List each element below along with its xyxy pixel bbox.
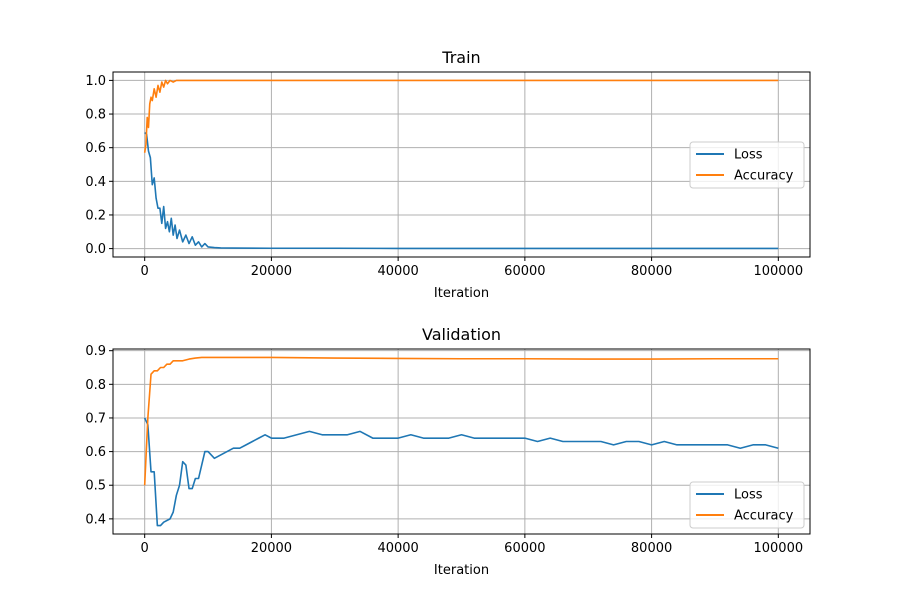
train-y-tick-label: 0.6 — [85, 141, 106, 156]
validation-legend: Loss Accuracy — [689, 481, 805, 529]
validation-x-tick-label: 60000 — [504, 541, 545, 556]
train-x-tick-label: 0 — [141, 264, 149, 279]
train-y-tick-label: 1.0 — [85, 74, 106, 89]
validation-series-group — [143, 356, 779, 527]
train-x-tick-label: 100000 — [753, 264, 803, 279]
train-y-tick-label: 0.2 — [85, 208, 106, 223]
validation-accuracy-line — [143, 356, 779, 486]
validation-y-tick-label: 0.4 — [85, 512, 106, 527]
validation-y-tick-label: 0.6 — [85, 445, 106, 460]
validation-axes-frame — [112, 348, 811, 535]
validation-x-tick-label: 0 — [141, 541, 149, 556]
train-x-tick-label: 80000 — [631, 264, 672, 279]
validation-legend-loss-label: Loss — [734, 488, 763, 503]
train-subplot: 0 20000 40000 60000 80000 100000 0.0 0.2 0.4 0.6 0… — [85, 48, 811, 301]
train-axes-frame — [112, 71, 811, 258]
validation-x-tick-label: 20000 — [251, 541, 292, 556]
train-x-axis-label: Iteration — [434, 286, 489, 301]
train-loss-line — [144, 131, 779, 250]
validation-subplot: 0 20000 40000 60000 80000 100000 0.4 0.5 0.6 0.7 0… — [85, 325, 811, 578]
validation-y-tick-label: 0.5 — [85, 479, 106, 494]
train-y-tick-label: 0.4 — [85, 175, 106, 190]
train-x-tick-label: 20000 — [251, 264, 292, 279]
train-ticks: 0 20000 40000 60000 80000 100000 0.0 0.2 0.4 0.6 0… — [85, 74, 803, 279]
train-accuracy-line — [143, 79, 779, 153]
validation-y-tick-label: 0.9 — [85, 344, 106, 359]
train-legend-accuracy-label: Accuracy — [734, 169, 794, 184]
validation-title: Validation — [422, 325, 501, 344]
validation-ticks: 0 20000 40000 60000 80000 100000 0.4 0.5 0.6 0.7 0… — [85, 344, 803, 556]
train-legend-loss-label: Loss — [734, 148, 763, 163]
train-series-group — [143, 79, 779, 250]
train-x-tick-label: 40000 — [377, 264, 418, 279]
validation-loss-line — [143, 417, 779, 527]
validation-legend-accuracy-label: Accuracy — [734, 509, 794, 524]
train-y-tick-label: 0.8 — [85, 108, 106, 123]
validation-x-tick-label: 40000 — [377, 541, 418, 556]
validation-x-tick-label: 100000 — [753, 541, 803, 556]
validation-x-tick-label: 80000 — [631, 541, 672, 556]
train-x-tick-label: 60000 — [504, 264, 545, 279]
validation-y-tick-label: 0.7 — [85, 411, 106, 426]
train-legend: Loss Accuracy — [689, 141, 805, 189]
train-title: Train — [441, 48, 480, 67]
validation-y-tick-label: 0.8 — [85, 378, 106, 393]
validation-x-axis-label: Iteration — [434, 563, 489, 578]
train-y-tick-label: 0.0 — [85, 242, 106, 257]
